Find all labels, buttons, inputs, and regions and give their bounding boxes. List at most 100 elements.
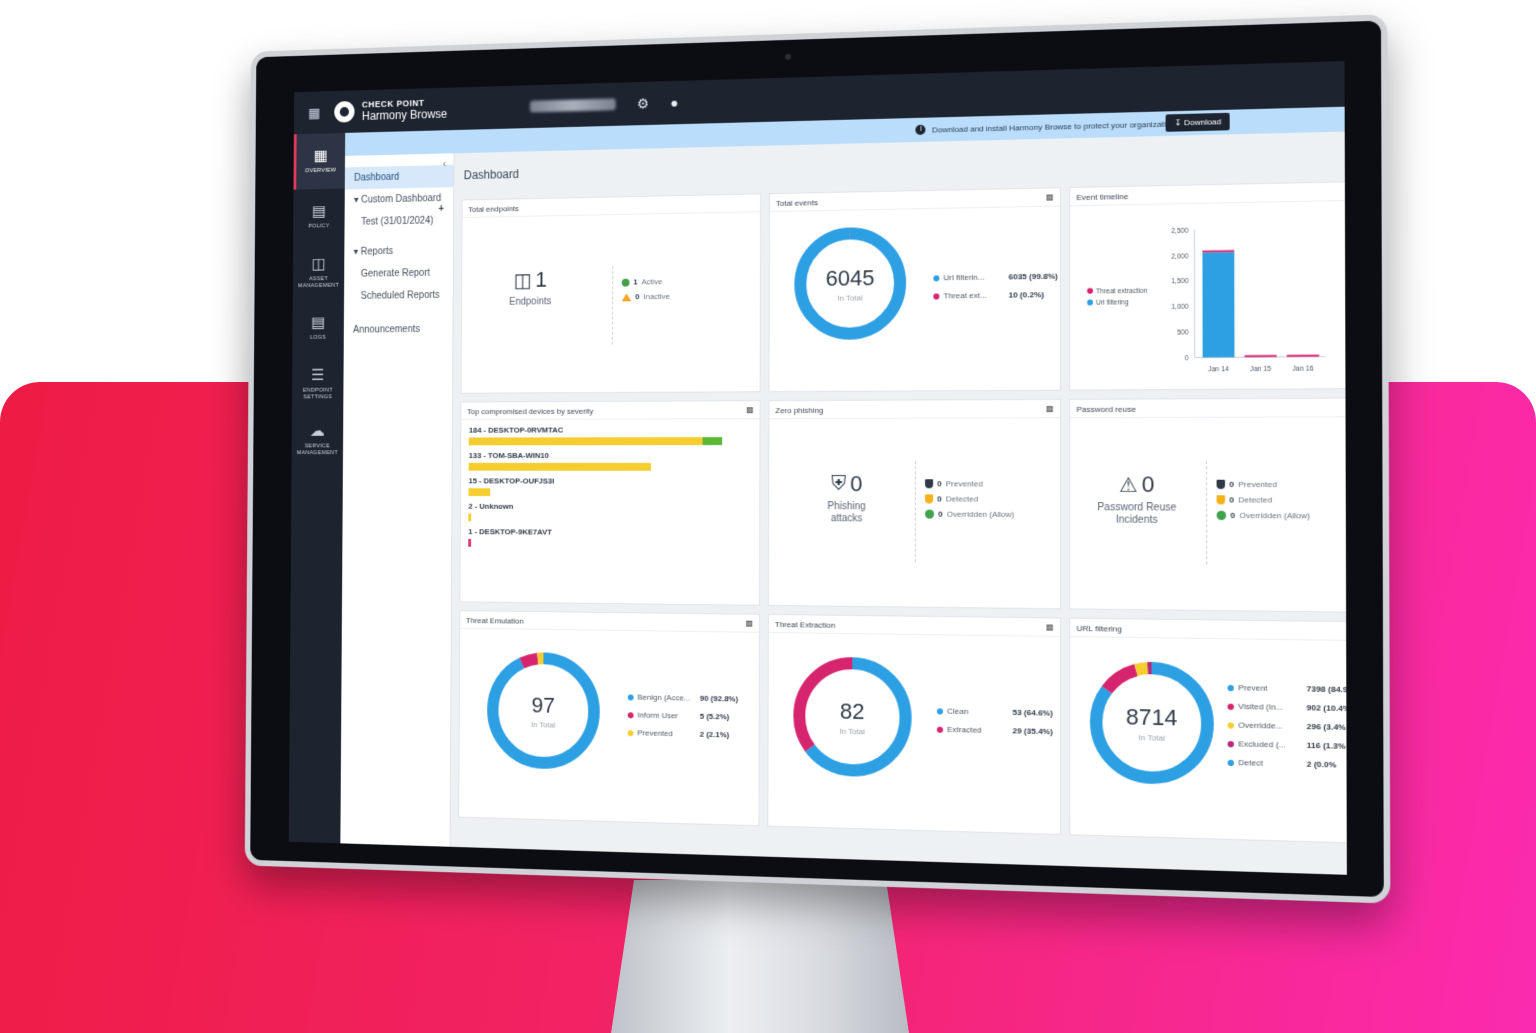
widget-menu-icon[interactable]: ▩ xyxy=(1045,192,1054,202)
legend-value: 2 (2.1%) xyxy=(699,729,730,740)
severity-segment-yellow xyxy=(468,437,703,446)
widget-event-timeline: Event timeline Threat extraction Url filt… xyxy=(1069,181,1346,391)
warning-icon xyxy=(621,292,632,301)
events-donut: 6045 In Total xyxy=(791,223,909,343)
detected-row: 0 Detected xyxy=(925,494,1014,504)
rail-item-overview[interactable]: ▦ OVERVIEW xyxy=(293,132,346,190)
asset-icon: ◫ xyxy=(311,255,326,273)
legend-row[interactable]: Detect 2 (0.0% xyxy=(1227,758,1347,770)
legend-row[interactable]: Prevented 2 (2.1%) xyxy=(627,728,738,740)
shield-detected-icon xyxy=(1216,495,1226,505)
legend-row[interactable]: Benign (Acce... 90 (92.8%) xyxy=(627,692,738,704)
nav-custom-dashboard[interactable]: ▾ Custom Dashboard + xyxy=(345,187,454,214)
donut-center: 97 In Total xyxy=(484,649,603,774)
detected-label: Detected xyxy=(1238,495,1273,505)
widget-title: Threat Extraction xyxy=(768,614,1060,637)
legend-row[interactable]: Clean 53 (64.6%) xyxy=(936,706,1053,718)
prevented-count: 0 xyxy=(1229,479,1234,490)
screen: ▦ CHECK POINT Harmony Browse ⚙ ● ▦ OVERV… xyxy=(288,61,1347,875)
phishing-label: Phishing attacks xyxy=(827,501,866,525)
gear-icon[interactable]: ⚙ xyxy=(636,94,650,112)
nav-announcements[interactable]: Announcements xyxy=(353,324,421,336)
device-severity-bar xyxy=(468,488,747,497)
apps-grid-icon[interactable]: ▦ xyxy=(308,104,321,121)
shield-icon xyxy=(925,479,934,489)
legend-label: Threat extraction xyxy=(1096,288,1148,296)
bar-jan15[interactable] xyxy=(1244,354,1277,358)
inactive-count: 0 xyxy=(635,292,640,302)
url-legend: Prevent 7398 (84.9% Visited (In... 902 (10.… xyxy=(1227,683,1347,780)
rail-item-endpoint-settings[interactable]: ☰ ENDPOINT SETTINGS xyxy=(292,356,344,412)
collapse-chevron-icon[interactable]: ‹ xyxy=(442,159,447,170)
device-row[interactable]: 133 - TOM-SBA-WIN10 xyxy=(468,451,748,471)
device-row[interactable]: 1 - DESKTOP-9KE7AVT xyxy=(468,527,747,549)
nav-scheduled-reports[interactable]: Scheduled Reports xyxy=(360,290,440,302)
allow-icon xyxy=(1216,510,1227,521)
device-label: 133 - TOM-SBA-WIN10 xyxy=(468,451,549,460)
legend-row[interactable]: Inform User 5 (5.2%) xyxy=(627,710,738,722)
caret-down-icon: ▾ xyxy=(353,194,362,206)
legend-value: 10 (0.2%) xyxy=(1008,290,1045,300)
download-button[interactable]: ↧ Download xyxy=(1166,112,1230,132)
legend-row[interactable]: Prevent 7398 (84.9% xyxy=(1227,683,1347,694)
widget-menu-icon[interactable]: ▩ xyxy=(746,405,754,415)
severity-segment-green xyxy=(702,437,723,446)
legend-value: 5 (5.2%) xyxy=(699,711,730,722)
widget-title: Total events xyxy=(769,188,1060,213)
device-severity-bar xyxy=(468,462,748,471)
add-dashboard-icon[interactable]: + xyxy=(438,203,444,215)
account-selector-blurred[interactable] xyxy=(529,98,616,113)
overview-icon: ▦ xyxy=(313,147,328,165)
device-row[interactable]: 184 - DESKTOP-0RVMTAC xyxy=(468,425,748,446)
donut-sub: In Total xyxy=(530,719,556,730)
endpoints-metric: ◫ 1 Endpoints xyxy=(509,267,551,309)
legend-row[interactable]: Overridde... 296 (3.4% xyxy=(1227,720,1347,733)
prevented-row: 0 Prevented xyxy=(925,479,1014,488)
bar-jan16[interactable] xyxy=(1286,354,1320,357)
policy-icon: ▤ xyxy=(311,203,326,220)
device-severity-bar xyxy=(468,437,748,446)
nav-dashboard[interactable]: Dashboard xyxy=(344,164,454,190)
checkpoint-logo-icon xyxy=(334,101,355,123)
widget-menu-icon[interactable]: ▩ xyxy=(1045,622,1054,632)
rail-item-policy[interactable]: ▤ POLICY xyxy=(293,189,345,246)
main-content: i Download and install Harmony Browse to… xyxy=(345,106,1347,875)
nav-generate-report[interactable]: Generate Report xyxy=(360,267,430,280)
widget-menu-icon[interactable]: ▩ xyxy=(745,618,754,628)
donut-sub: In Total xyxy=(1138,732,1166,743)
severity-segment-yellow xyxy=(468,462,652,471)
legend-row[interactable]: Threat ext... 10 (0.2%) xyxy=(933,290,1058,301)
rail-item-logs[interactable]: ▤ LOGS xyxy=(292,300,344,356)
widget-zero-phishing: Zero phishing ▩ ⛨ 0 Phishing attacks 0 Pr… xyxy=(767,398,1061,610)
overridden-count: 0 xyxy=(1230,510,1236,521)
divider xyxy=(1205,461,1208,565)
device-row[interactable]: 15 - DESKTOP-OUFJS3I xyxy=(468,476,747,497)
legend-value: 902 (10.4% xyxy=(1306,702,1347,714)
emulation-legend: Benign (Acce... 90 (92.8%) Inform User 5 (5… xyxy=(627,692,738,748)
legend-value: 296 (3.4% xyxy=(1306,721,1346,733)
nav-label: Reports xyxy=(360,246,394,258)
device-list: 184 - DESKTOP-0RVMTAC 133 - TOM-SBA-WIN10… xyxy=(468,425,748,555)
nav-test[interactable]: Test (31/01/2024) xyxy=(361,215,434,228)
bar-jan14-url[interactable] xyxy=(1202,252,1235,358)
nav-reports[interactable]: ▾ Reports xyxy=(344,239,453,263)
widget-menu-icon[interactable]: ▩ xyxy=(1045,403,1054,414)
legend-row[interactable]: Extracted 29 (35.4%) xyxy=(936,725,1053,736)
legend-dot xyxy=(627,693,634,700)
rail-item-asset-management[interactable]: ◫ ASSET MANAGEMENT xyxy=(293,244,345,300)
service-icon: ☁ xyxy=(309,422,325,440)
event-timeline-chart: Threat extraction Url filtering 2,500 2,000… xyxy=(1087,227,1329,373)
device-label: 2 - Unknown xyxy=(468,501,514,511)
legend-row[interactable]: Url filterin... 6035 (99.8%) xyxy=(933,272,1058,283)
rail-item-service-management[interactable]: ☁ SERVICE MANAGEMENT xyxy=(291,412,343,468)
y-tick-label: 2,000 xyxy=(1171,253,1189,261)
widget-top-devices: Top compromised devices by severity ▩ 18… xyxy=(459,400,761,606)
legend-row[interactable]: Excluded (... 116 (1.3% xyxy=(1227,739,1347,751)
overridden-row: 0 Overridden (Allow) xyxy=(924,509,1014,519)
legend-row[interactable]: Visited (In... 902 (10.4% xyxy=(1227,702,1347,714)
notifications-icon[interactable]: ● xyxy=(670,94,679,111)
device-row[interactable]: 2 - Unknown xyxy=(468,502,747,523)
donut-total: 82 xyxy=(839,697,865,724)
extraction-legend: Clean 53 (64.6%) Extracted 29 (35.4%) xyxy=(936,706,1053,745)
